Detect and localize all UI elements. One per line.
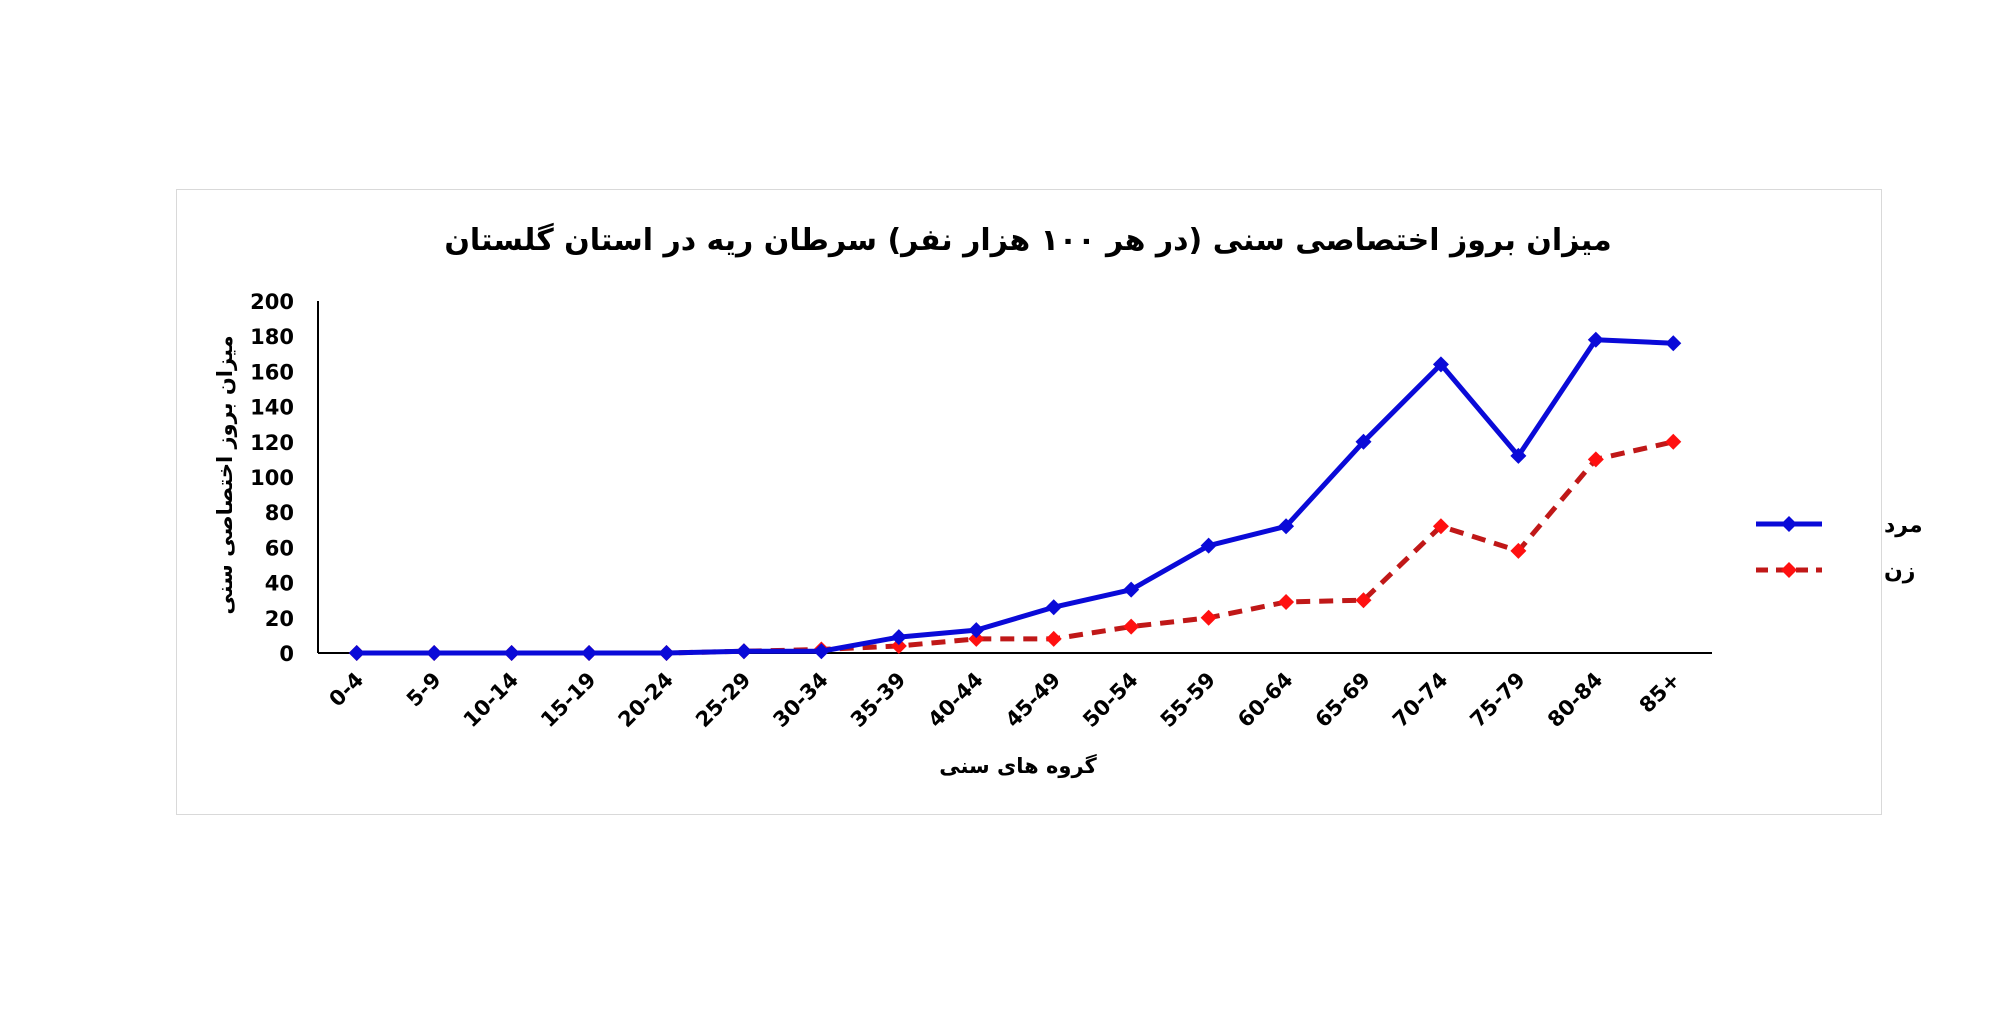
y-tick-label: 20: [265, 607, 294, 631]
data-point: [503, 645, 520, 661]
data-point: [890, 629, 907, 646]
x-tick-label: 20-24: [614, 668, 678, 732]
x-tick-label: 70-74: [1388, 668, 1452, 732]
legend-marker: [1781, 516, 1797, 532]
x-tick-label: 65-69: [1311, 668, 1375, 732]
series-layer: [348, 331, 1682, 661]
data-point: [735, 643, 752, 660]
data-point: [1123, 618, 1140, 635]
chart-title: میزان بروز اختصاصی سنی (در هر ۱۰۰ هزار ن…: [444, 222, 1611, 258]
series-line: [356, 439, 1674, 656]
legend-item: مرد: [1756, 513, 1923, 538]
y-tick-label: 100: [250, 466, 294, 490]
x-tick-label: 30-34: [768, 668, 832, 732]
data-point: [1587, 451, 1604, 468]
data-point: [1665, 433, 1682, 450]
data-point: [1587, 331, 1604, 348]
data-point: [426, 645, 443, 661]
x-tick-label: 5-9: [402, 668, 446, 712]
data-point: [1665, 335, 1682, 352]
data-point: [1045, 630, 1062, 647]
x-tick-label: 40-44: [923, 668, 987, 732]
data-point: [348, 645, 365, 661]
legend-label: زن: [1884, 559, 1915, 584]
x-tick-label: 25-29: [691, 668, 755, 732]
x-axis-label: گروه های سنی: [939, 753, 1097, 778]
data-point: [581, 645, 598, 661]
data-point: [1432, 518, 1449, 535]
data-point: [1510, 542, 1527, 559]
data-point: [1045, 599, 1062, 616]
series-line: [356, 337, 1674, 656]
data-point: [1278, 593, 1295, 610]
y-tick-label: 200: [250, 290, 294, 314]
data-point: [658, 645, 675, 661]
y-tick-label: 180: [250, 325, 294, 349]
y-tick-label: 40: [265, 572, 294, 596]
y-tick-label: 80: [265, 501, 294, 525]
data-point: [968, 630, 985, 647]
data-point: [968, 622, 985, 639]
legend: مرد زن: [1756, 513, 1923, 584]
x-tick-label: 60-64: [1233, 668, 1297, 732]
y-tick-label: 140: [250, 396, 294, 420]
data-point: [1200, 537, 1217, 554]
chart-frame: [176, 189, 1882, 815]
series-0: [348, 331, 1682, 661]
axes: [317, 301, 1712, 654]
x-tick-label: 55-59: [1156, 668, 1220, 732]
data-point: [1510, 447, 1527, 464]
x-tick-label: 45-49: [1001, 668, 1065, 732]
data-point: [813, 643, 830, 660]
legend-item: زن: [1756, 559, 1915, 584]
x-axis-ticks: 0-4 5-9 10-14 15-19 20-24 25-29 30-34 35-39 40-4…: [324, 668, 1684, 732]
data-point: [890, 637, 907, 654]
y-axis-ticks: 0 20 40 60 80 100 120 140 160 180 200: [250, 290, 294, 666]
y-tick-label: 60: [265, 536, 294, 560]
x-tick-label: 15-19: [536, 668, 600, 732]
legend-label: مرد: [1884, 513, 1923, 538]
legend-marker: [1781, 562, 1797, 578]
x-tick-label: 0-4: [324, 668, 368, 712]
x-tick-label: 35-39: [846, 668, 910, 732]
x-tick-label: 10-14: [459, 668, 523, 732]
data-point: [1200, 609, 1217, 626]
x-tick-label: 80-84: [1543, 668, 1607, 732]
y-tick-label: 120: [250, 431, 294, 455]
y-tick-label: 160: [250, 360, 294, 384]
data-point: [1123, 581, 1140, 598]
x-tick-label: 50-54: [1078, 668, 1142, 732]
data-point: [1432, 356, 1449, 373]
x-tick-label: 75-79: [1465, 668, 1529, 732]
data-point: [1278, 518, 1295, 535]
x-tick-label: 85+: [1635, 668, 1685, 718]
series-1: [348, 433, 1682, 661]
data-point: [1355, 592, 1372, 609]
y-tick-label: 0: [279, 642, 294, 666]
y-axis-label: میزان بروز اختصاصی سنی: [213, 335, 237, 614]
data-point: [1355, 433, 1372, 450]
